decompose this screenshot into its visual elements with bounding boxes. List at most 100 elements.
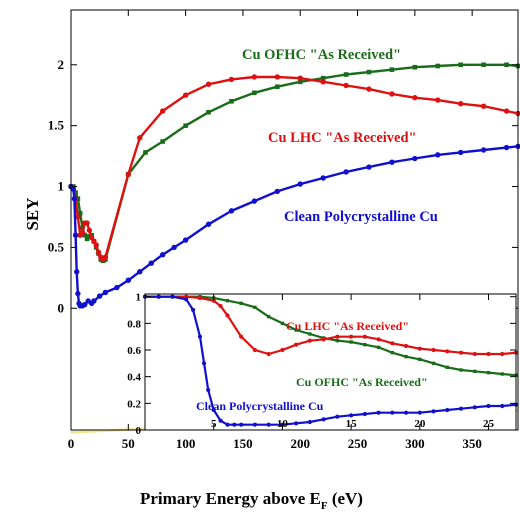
inset-y-tick-label: 1 bbox=[136, 292, 142, 304]
inset-y-tick-label: 0.6 bbox=[127, 345, 141, 357]
inset-series-cu-ofhc-as-received-point bbox=[376, 345, 381, 350]
main-series-cu-lhc-as-received-point bbox=[480, 103, 487, 109]
main-series-clean-polycrystalline-cu-point bbox=[82, 301, 88, 308]
inset-series-clean-polycrystalline-cu-point bbox=[486, 403, 491, 409]
main-series-cu-lhc-as-received-line bbox=[70, 75, 519, 261]
inset-series-cu-ofhc-as-received-point bbox=[390, 350, 395, 355]
main-series-cu-ofhc-as-received-point bbox=[297, 79, 303, 85]
inset-series-cu-lhc-as-received-point bbox=[403, 343, 409, 349]
x-axis-title: Primary Energy above EF (eV) bbox=[140, 489, 363, 512]
inset-series-clean-polycrystalline-cu-point bbox=[335, 414, 340, 419]
inset-y-tick-label: 0.8 bbox=[127, 318, 141, 330]
main-series-cu-ofhc-as-received-point bbox=[275, 84, 280, 89]
main-series-clean-polycrystalline-cu-point bbox=[366, 164, 372, 170]
main-series-clean-polycrystalline-cu-point bbox=[343, 169, 349, 175]
main-series-cu-lhc-as-received-point bbox=[435, 97, 441, 103]
main-series-cu-lhc-as-received-point bbox=[125, 171, 132, 178]
inset-series-cu-lhc-as-received-point bbox=[362, 334, 367, 339]
main-series-cu-ofhc-as-received-point bbox=[183, 123, 188, 128]
inset-x-tick-label: 10 bbox=[277, 418, 289, 430]
main-series-cu-ofhc-as-received-point bbox=[77, 211, 83, 216]
inset-series-cu-lhc-as-received-point bbox=[445, 349, 450, 354]
main-series-cu-ofhc-as-received-point bbox=[412, 64, 418, 70]
inset-series-cu-lhc-as-received-point bbox=[321, 337, 326, 342]
main-series-cu-lhc-as-received-point bbox=[503, 108, 510, 114]
inset-series-cu-lhc-as-received-point bbox=[472, 351, 477, 357]
main-series-clean-polycrystalline-cu-point bbox=[102, 289, 109, 296]
inset-series-clean-polycrystalline-cu-point bbox=[197, 334, 203, 339]
inset-series-clean-polycrystalline-cu-point bbox=[362, 411, 367, 417]
inset-series-cu-ofhc-as-received-point bbox=[473, 369, 477, 374]
main-series-cu-lhc-as-received-point bbox=[251, 74, 258, 80]
main-series-cu-lhc-as-received-point bbox=[320, 79, 326, 85]
x-axis-title-subscript: F bbox=[321, 500, 328, 512]
inset-series-clean-polycrystalline-cu-point bbox=[321, 417, 326, 422]
main-series-clean-polycrystalline-cu bbox=[68, 143, 520, 309]
inset-series-cu-ofhc-as-received-point bbox=[239, 301, 243, 306]
main-series-cu-ofhc-as-received-point bbox=[458, 62, 463, 68]
main-series-clean-polycrystalline-cu-point bbox=[71, 195, 78, 202]
inset-series-clean-polycrystalline-cu bbox=[142, 294, 519, 427]
inset-series-cu-lhc-as-received-point bbox=[349, 334, 354, 339]
main-series-clean-polycrystalline-cu-point bbox=[70, 186, 76, 192]
main-x-tick-label: 100 bbox=[176, 436, 196, 451]
main-series-clean-polycrystalline-cu-point bbox=[412, 155, 418, 162]
main-series-cu-ofhc-as-received-point bbox=[366, 69, 372, 75]
main-series-cu-lhc-as-received-point bbox=[93, 242, 99, 248]
inset-series-cu-lhc-as-received-point bbox=[417, 346, 422, 351]
main-series-clean-polycrystalline-cu-point bbox=[320, 175, 326, 181]
inset-series-cu-ofhc-as-received-point bbox=[404, 354, 408, 359]
inset-series-clean-polycrystalline-cu-point bbox=[225, 422, 230, 427]
main-series-clean-polycrystalline-cu-point bbox=[125, 277, 132, 283]
inset-series-clean-polycrystalline-cu-point bbox=[390, 410, 395, 415]
inset-series-clean-polycrystalline-cu-point bbox=[445, 407, 450, 413]
main-series-cu-ofhc-as-received-point bbox=[160, 139, 165, 144]
main-series-cu-ofhc-as-received-point bbox=[343, 72, 349, 77]
inset-x-tick-label: 5 bbox=[211, 418, 217, 430]
main-series-clean-polycrystalline-cu-point bbox=[228, 208, 235, 214]
inset-series-clean-polycrystalline-cu-point bbox=[239, 422, 244, 427]
main-series-cu-lhc-as-received-point bbox=[205, 81, 212, 87]
inset-series-cu-lhc-as-received-point bbox=[307, 338, 312, 343]
main-series-cu-lhc-as-received-point bbox=[343, 82, 349, 89]
inset-annotation: Clean Polycrystalline Cu bbox=[196, 399, 324, 413]
inset-series-cu-lhc-as-received-point bbox=[486, 351, 491, 357]
inset-series-cu-ofhc-as-received-point bbox=[349, 340, 353, 344]
main-series-cu-ofhc-as-received-line bbox=[71, 63, 519, 262]
main-series-cu-ofhc-as-received-point bbox=[73, 190, 78, 195]
inset-x-tick-label: 20 bbox=[414, 418, 426, 430]
inset-series-clean-polycrystalline-cu-point bbox=[500, 403, 505, 409]
inset-series-cu-lhc-as-received-point bbox=[239, 334, 244, 339]
inset-series-cu-ofhc-as-received-point bbox=[266, 314, 271, 319]
main-x-tick-label: 0 bbox=[68, 436, 75, 451]
main-series-clean-polycrystalline-cu-point bbox=[251, 198, 258, 204]
inset-series-clean-polycrystalline-cu-point bbox=[232, 422, 237, 427]
main-series-cu-lhc-as-received-point bbox=[182, 92, 189, 98]
main-y-tick-label: 1.5 bbox=[48, 118, 65, 133]
main-series-cu-lhc-as-received-point bbox=[75, 214, 81, 220]
main-series-cu-ofhc-as-received-point bbox=[389, 67, 395, 72]
main-series-cu-ofhc-as-received-point bbox=[82, 232, 88, 238]
inset-series-clean-polycrystalline-cu-point bbox=[307, 419, 312, 425]
main-x-tick-label: 150 bbox=[233, 436, 253, 451]
inset-series-clean-polycrystalline-cu-point bbox=[403, 410, 409, 415]
main-series-cu-ofhc-as-received-point bbox=[481, 62, 486, 68]
inset-series-cu-lhc-as-received-point bbox=[458, 350, 464, 355]
inset-series-clean-polycrystalline-cu-point bbox=[376, 410, 381, 415]
main-series-cu-lhc-as-received bbox=[68, 74, 520, 263]
main-series-cu-lhc-as-received-point bbox=[95, 249, 102, 255]
main-series-clean-polycrystalline-cu-point bbox=[389, 159, 395, 165]
main-series-cu-lhc-as-received-point bbox=[457, 101, 464, 107]
inset-series-cu-lhc-as-received-point bbox=[225, 313, 230, 318]
inset-series-cu-lhc-as-received-point bbox=[218, 303, 223, 309]
inset-y-tick-label: 0 bbox=[136, 425, 142, 437]
inset-series-cu-ofhc-as-received-point bbox=[431, 361, 436, 366]
main-series-cu-lhc-as-received-point bbox=[297, 75, 303, 81]
main-series-clean-polycrystalline-cu-point bbox=[457, 149, 464, 156]
main-annotation: Cu LHC "As Received" bbox=[268, 130, 417, 146]
inset-series-cu-ofhc-as-received-point bbox=[445, 365, 449, 370]
inset-series-cu-ofhc-as-received-point bbox=[294, 328, 298, 332]
main-y-tick-label: 1 bbox=[58, 179, 65, 194]
inset-series-cu-lhc-as-received-point bbox=[266, 351, 271, 357]
